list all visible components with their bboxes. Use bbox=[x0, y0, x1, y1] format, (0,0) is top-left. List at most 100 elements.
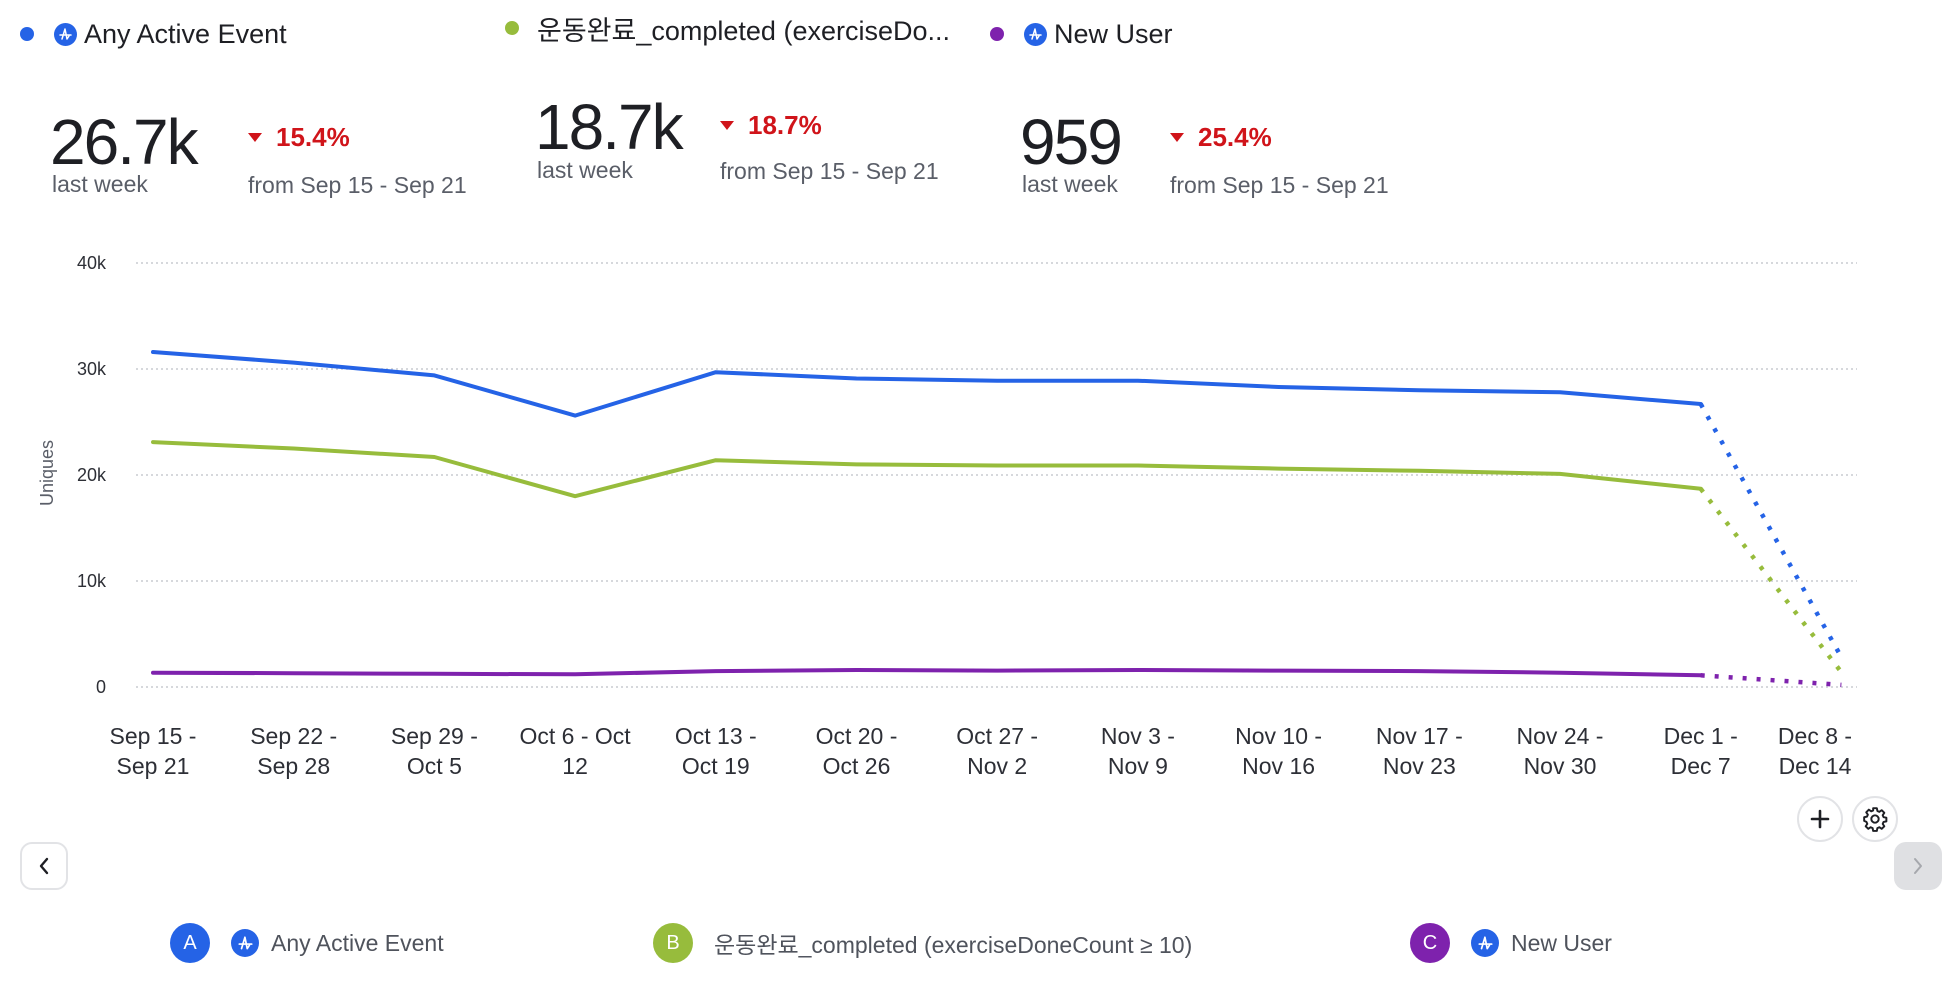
series-c bbox=[145, 662, 1849, 693]
scroll-right-button[interactable] bbox=[1894, 842, 1942, 890]
data-point[interactable] bbox=[849, 371, 865, 387]
x-tick-label-line: Oct 27 - bbox=[956, 723, 1038, 749]
data-point[interactable] bbox=[1833, 649, 1849, 665]
data-point[interactable] bbox=[1271, 663, 1287, 679]
data-point[interactable] bbox=[989, 663, 1005, 679]
x-tick-label-line: Nov 24 - bbox=[1517, 723, 1604, 749]
kpi-delta: 18.7% bbox=[720, 112, 822, 138]
data-point[interactable] bbox=[1130, 457, 1146, 473]
kpi-comparison: from Sep 15 - Sep 21 bbox=[248, 172, 467, 198]
x-tick-label-line: Dec 8 - bbox=[1778, 723, 1852, 749]
scroll-left-button[interactable] bbox=[20, 842, 68, 890]
data-point[interactable] bbox=[1271, 379, 1287, 395]
data-point[interactable] bbox=[1130, 373, 1146, 389]
chevron-right-icon bbox=[1914, 858, 1922, 874]
data-point[interactable] bbox=[989, 457, 1005, 473]
data-point[interactable] bbox=[1552, 384, 1568, 400]
series-line-incomplete bbox=[1698, 487, 1844, 674]
bottom-legend-item-c[interactable]: C New User bbox=[1410, 922, 1612, 964]
y-tick-label: 20k bbox=[77, 465, 107, 485]
down-arrow-icon bbox=[248, 132, 262, 142]
x-tick-label-line: Oct 13 - bbox=[675, 723, 757, 749]
x-tick-label-line: Oct 20 - bbox=[816, 723, 898, 749]
top-legend-item-exercise-completed[interactable]: 운동완료_completed (exerciseDo... bbox=[505, 8, 950, 48]
data-point[interactable] bbox=[708, 364, 724, 380]
kpi-value: 959 bbox=[1020, 106, 1123, 178]
data-point[interactable] bbox=[426, 367, 442, 383]
data-point[interactable] bbox=[567, 666, 583, 682]
x-tick-label-line: Nov 9 bbox=[1108, 753, 1168, 779]
bottom-legend-item-b[interactable]: B 운동완료_completed (exerciseDoneCount ≥ 10… bbox=[653, 922, 1192, 964]
data-point[interactable] bbox=[1693, 667, 1709, 683]
data-point[interactable] bbox=[849, 456, 865, 472]
data-point[interactable] bbox=[145, 344, 161, 360]
x-tick-label-line: Sep 21 bbox=[117, 753, 190, 779]
data-point[interactable] bbox=[1411, 463, 1427, 479]
data-point[interactable] bbox=[567, 408, 583, 424]
x-tick-label: Nov 3 - Nov 9 bbox=[1101, 723, 1175, 779]
series-line-incomplete bbox=[1700, 673, 1842, 688]
series-a bbox=[145, 344, 1849, 665]
data-point[interactable] bbox=[708, 663, 724, 679]
series-line-complete bbox=[151, 350, 1703, 418]
data-point[interactable] bbox=[1552, 665, 1568, 681]
amplitude-logo-icon bbox=[1024, 22, 1047, 46]
data-point[interactable] bbox=[1130, 662, 1146, 678]
data-point[interactable] bbox=[1552, 466, 1568, 482]
kpi-delta: 25.4% bbox=[1170, 124, 1272, 150]
kpi-delta: 15.4% bbox=[248, 124, 350, 150]
add-button[interactable] bbox=[1797, 796, 1843, 842]
data-point[interactable] bbox=[1693, 481, 1709, 497]
y-tick-label: 0 bbox=[96, 677, 106, 697]
data-point[interactable] bbox=[989, 373, 1005, 389]
data-point[interactable] bbox=[1411, 663, 1427, 679]
top-legend-item-any-active-event[interactable]: Any Active Event bbox=[20, 14, 287, 54]
top-legend-label: New User bbox=[1054, 18, 1173, 49]
x-tick-label: Oct 13 - Oct 19 bbox=[675, 723, 757, 779]
x-tick-label: Nov 24 - Nov 30 bbox=[1517, 723, 1604, 779]
x-tick-label-line: Sep 22 - bbox=[250, 723, 337, 749]
series-letter-badge: B bbox=[653, 923, 693, 963]
x-tick-label-line: Oct 6 - Oct bbox=[520, 723, 632, 749]
kpi-value: 18.7k bbox=[535, 91, 684, 163]
data-point[interactable] bbox=[145, 665, 161, 681]
data-point[interactable] bbox=[286, 441, 302, 457]
x-tick-label-line: Dec 14 bbox=[1779, 753, 1852, 779]
data-point[interactable] bbox=[1271, 461, 1287, 477]
data-point[interactable] bbox=[426, 449, 442, 465]
kpi-comparison: from Sep 15 - Sep 21 bbox=[720, 158, 939, 184]
kpi-delta-value: 18.7% bbox=[748, 110, 822, 140]
data-point[interactable] bbox=[286, 355, 302, 371]
series-b bbox=[145, 434, 1844, 674]
data-point[interactable] bbox=[849, 662, 865, 678]
x-tick-label-line: Nov 16 bbox=[1242, 753, 1315, 779]
data-point[interactable] bbox=[145, 434, 161, 450]
data-point[interactable] bbox=[708, 452, 724, 468]
y-tick-label: 30k bbox=[77, 359, 107, 379]
kpi-period: last week bbox=[537, 157, 633, 183]
x-tick-label-line: Nov 23 bbox=[1383, 753, 1456, 779]
series-line-incomplete bbox=[1698, 402, 1844, 659]
x-tick-label-line: Nov 17 - bbox=[1376, 723, 1463, 749]
settings-button[interactable] bbox=[1852, 796, 1898, 842]
bottom-legend-label: Any Active Event bbox=[271, 929, 444, 956]
data-point[interactable] bbox=[1833, 677, 1849, 693]
x-tick-label: Sep 29 - Oct 5 bbox=[391, 723, 478, 779]
x-tick-label-line: Oct 5 bbox=[407, 753, 462, 779]
data-point[interactable] bbox=[1693, 396, 1709, 412]
top-legend-item-new-user[interactable]: New User bbox=[990, 14, 1173, 54]
data-point[interactable] bbox=[567, 488, 583, 504]
x-tick-label: Oct 6 - Oct 12 bbox=[520, 723, 632, 779]
data-point[interactable] bbox=[286, 665, 302, 681]
x-tick-label: Oct 20 - Oct 26 bbox=[816, 723, 898, 779]
kpi-value: 26.7k bbox=[50, 106, 199, 178]
down-arrow-icon bbox=[720, 120, 734, 130]
data-point[interactable] bbox=[1411, 382, 1427, 398]
y-tick-label: 10k bbox=[77, 571, 107, 591]
bottom-legend-item-a[interactable]: A Any Active Event bbox=[170, 922, 444, 964]
x-tick-label-line: Nov 3 - bbox=[1101, 723, 1175, 749]
x-tick-label-line: Dec 1 - bbox=[1664, 723, 1738, 749]
data-point[interactable] bbox=[426, 666, 442, 682]
series-line-complete bbox=[151, 440, 1703, 499]
kpi-comparison: from Sep 15 - Sep 21 bbox=[1170, 172, 1389, 198]
